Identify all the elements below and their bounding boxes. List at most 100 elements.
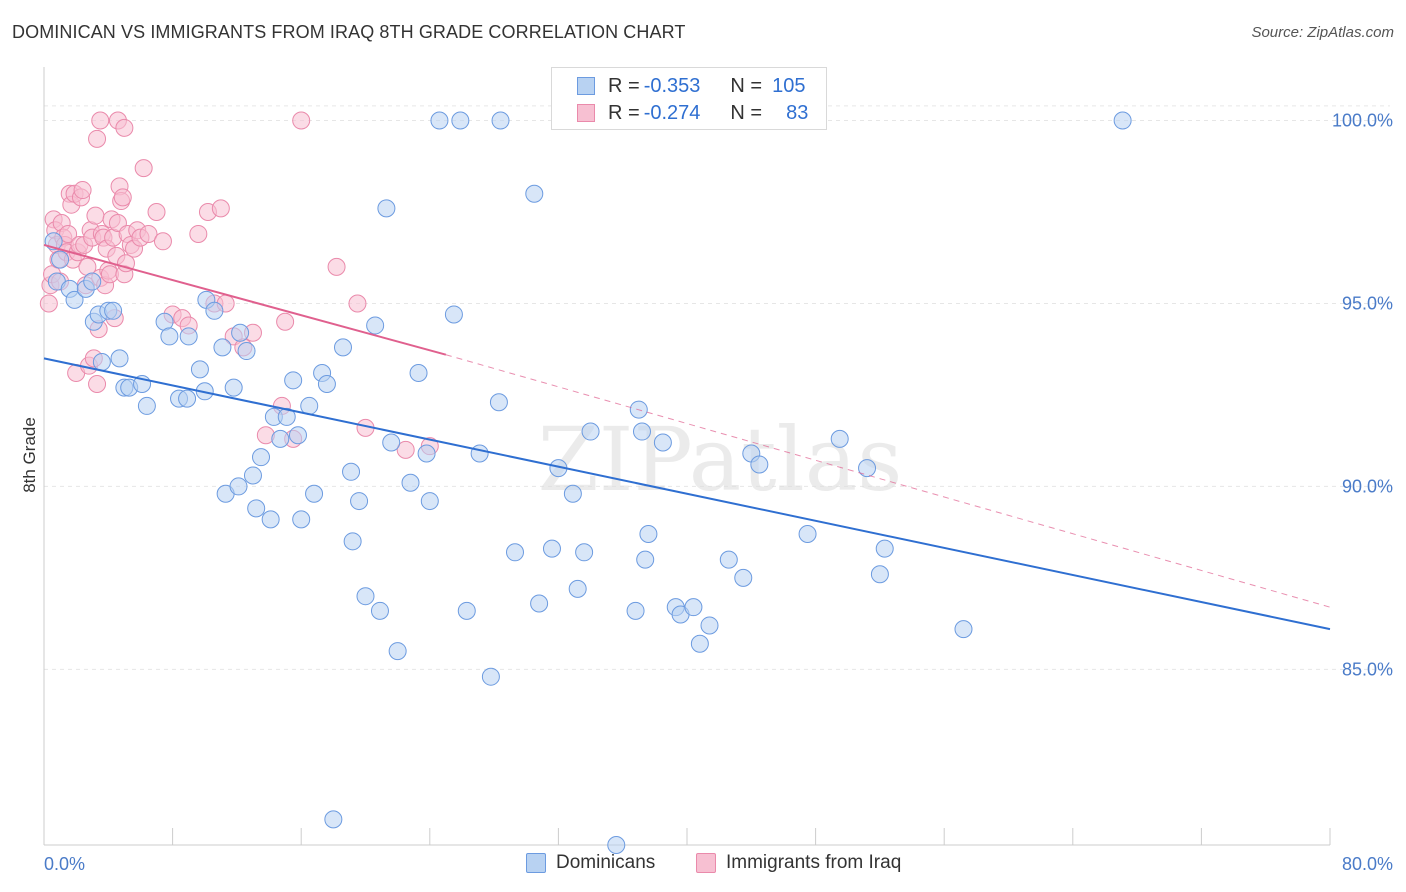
legend-item-dominicans: Dominicans	[526, 852, 655, 874]
y-tick-label: 95.0%	[1342, 293, 1393, 313]
data-point	[305, 484, 324, 503]
chart-title: DOMINICAN VS IMMIGRANTS FROM IRAQ 8TH GR…	[12, 22, 686, 42]
data-point	[830, 429, 849, 448]
legend-label: Immigrants from Iraq	[726, 852, 902, 873]
data-point	[39, 294, 58, 313]
data-point	[700, 616, 719, 635]
data-point	[575, 543, 594, 562]
data-point	[470, 444, 489, 463]
data-point	[954, 620, 973, 639]
data-point	[139, 224, 158, 243]
data-point	[684, 598, 703, 617]
n-value: 83	[786, 101, 809, 124]
data-point	[382, 433, 401, 452]
data-point	[243, 466, 262, 485]
data-point	[59, 224, 78, 243]
data-point	[277, 407, 296, 426]
legend-swatch-blue	[577, 77, 595, 95]
r-value: -0.274	[643, 101, 701, 124]
legend-series: Dominicans Immigrants from Iraq	[0, 852, 1406, 878]
legend-item-iraq: Immigrants from Iraq	[696, 852, 901, 874]
data-point	[636, 550, 655, 569]
data-point	[327, 257, 346, 276]
data-point	[231, 323, 250, 342]
data-point	[83, 272, 102, 291]
data-point	[88, 129, 107, 148]
data-point	[417, 444, 436, 463]
data-point	[205, 301, 224, 320]
data-point	[370, 601, 389, 620]
data-point	[190, 360, 209, 379]
legend-label: Dominicans	[556, 852, 656, 873]
data-point	[525, 184, 544, 203]
source-label: Source: ZipAtlas.com	[1251, 24, 1394, 41]
data-point	[178, 389, 197, 408]
data-point	[607, 836, 626, 854]
data-point	[224, 378, 243, 397]
data-point	[333, 338, 352, 357]
data-point	[396, 440, 415, 459]
data-point	[88, 374, 107, 393]
data-point	[213, 338, 232, 357]
data-point	[430, 111, 449, 130]
data-point	[73, 181, 92, 200]
data-point	[113, 188, 132, 207]
data-point	[317, 374, 336, 393]
data-point	[1113, 111, 1132, 130]
data-point	[229, 477, 248, 496]
data-point	[568, 579, 587, 598]
x-tick-label: 0.0%	[44, 854, 85, 874]
data-point	[491, 111, 510, 130]
r-label: R =	[608, 101, 640, 124]
data-point	[489, 393, 508, 412]
data-point	[563, 484, 582, 503]
data-point	[639, 524, 658, 543]
data-point	[653, 433, 672, 452]
data-point	[134, 159, 153, 178]
data-point	[457, 601, 476, 620]
trend-line-iraq	[43, 243, 447, 356]
data-point	[51, 250, 70, 269]
legend-row-iraq: R = -0.274 N = 83	[577, 100, 808, 126]
r-label: R =	[608, 74, 640, 97]
data-point	[481, 667, 500, 686]
x-tick-labels: 0.0% 80.0%	[44, 854, 1393, 874]
data-point	[104, 301, 123, 320]
data-point	[626, 601, 645, 620]
data-point	[350, 492, 369, 511]
legend-stats: R = -0.353 N = 105 R = -0.274 N = 83	[551, 67, 827, 130]
data-point	[284, 371, 303, 390]
data-point	[420, 492, 439, 511]
data-point	[581, 422, 600, 441]
data-point	[271, 429, 290, 448]
data-point	[160, 327, 179, 346]
data-point	[444, 305, 463, 324]
data-point	[288, 426, 307, 445]
legend-row-dominicans: R = -0.353 N = 105	[577, 73, 805, 99]
data-point	[875, 539, 894, 558]
x-tick-label: 80.0%	[1342, 854, 1393, 874]
data-point	[324, 810, 343, 829]
data-point	[542, 539, 561, 558]
data-point	[505, 543, 524, 562]
legend-swatch-pink	[696, 853, 716, 873]
data-point	[292, 111, 311, 130]
data-point	[115, 118, 134, 137]
data-point	[261, 510, 280, 529]
data-point	[750, 455, 769, 474]
data-point	[247, 499, 266, 518]
data-point	[276, 312, 295, 331]
data-point	[734, 568, 753, 587]
r-value: -0.353	[643, 74, 701, 97]
legend-swatch-pink	[577, 104, 595, 122]
data-point	[388, 642, 407, 661]
data-point	[252, 448, 271, 467]
data-point	[189, 224, 208, 243]
data-point	[719, 550, 738, 569]
data-point	[451, 111, 470, 130]
data-point	[137, 396, 156, 415]
data-point	[65, 290, 84, 309]
y-axis-label: 8th Grade	[20, 417, 39, 493]
axes	[43, 67, 1331, 846]
